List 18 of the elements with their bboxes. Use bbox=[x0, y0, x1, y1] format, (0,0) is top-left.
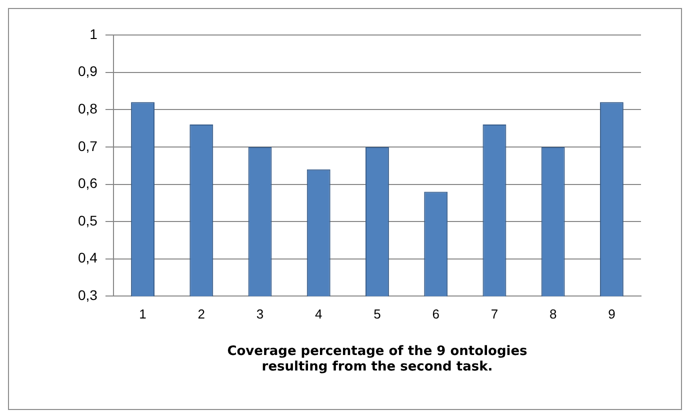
x-tick-label: 5 bbox=[374, 306, 381, 322]
x-axis-title: Coverage percentage of the 9 ontologies resulting from the second task. bbox=[227, 344, 528, 375]
y-tick-label: 0,8 bbox=[78, 100, 98, 116]
y-tick-label: 1 bbox=[90, 26, 98, 42]
x-tick-label: 3 bbox=[256, 306, 264, 322]
y-tick-label: 0,5 bbox=[78, 212, 98, 228]
y-tick-label: 0,9 bbox=[78, 63, 98, 80]
x-tick-label: 8 bbox=[549, 306, 557, 322]
x-tick-label: 6 bbox=[432, 306, 440, 322]
x-tick-label: 9 bbox=[608, 306, 616, 322]
x-tick-label: 1 bbox=[139, 306, 146, 322]
x-tick-label: 2 bbox=[198, 306, 205, 322]
x-tick-label: 7 bbox=[490, 306, 498, 322]
y-tick-label: 0,6 bbox=[78, 175, 98, 192]
x-tick-label: 4 bbox=[315, 306, 322, 322]
y-tick-label: 0,4 bbox=[78, 250, 98, 266]
y-tick-label: 0,3 bbox=[78, 287, 98, 304]
y-tick-label: 0,7 bbox=[78, 138, 98, 154]
